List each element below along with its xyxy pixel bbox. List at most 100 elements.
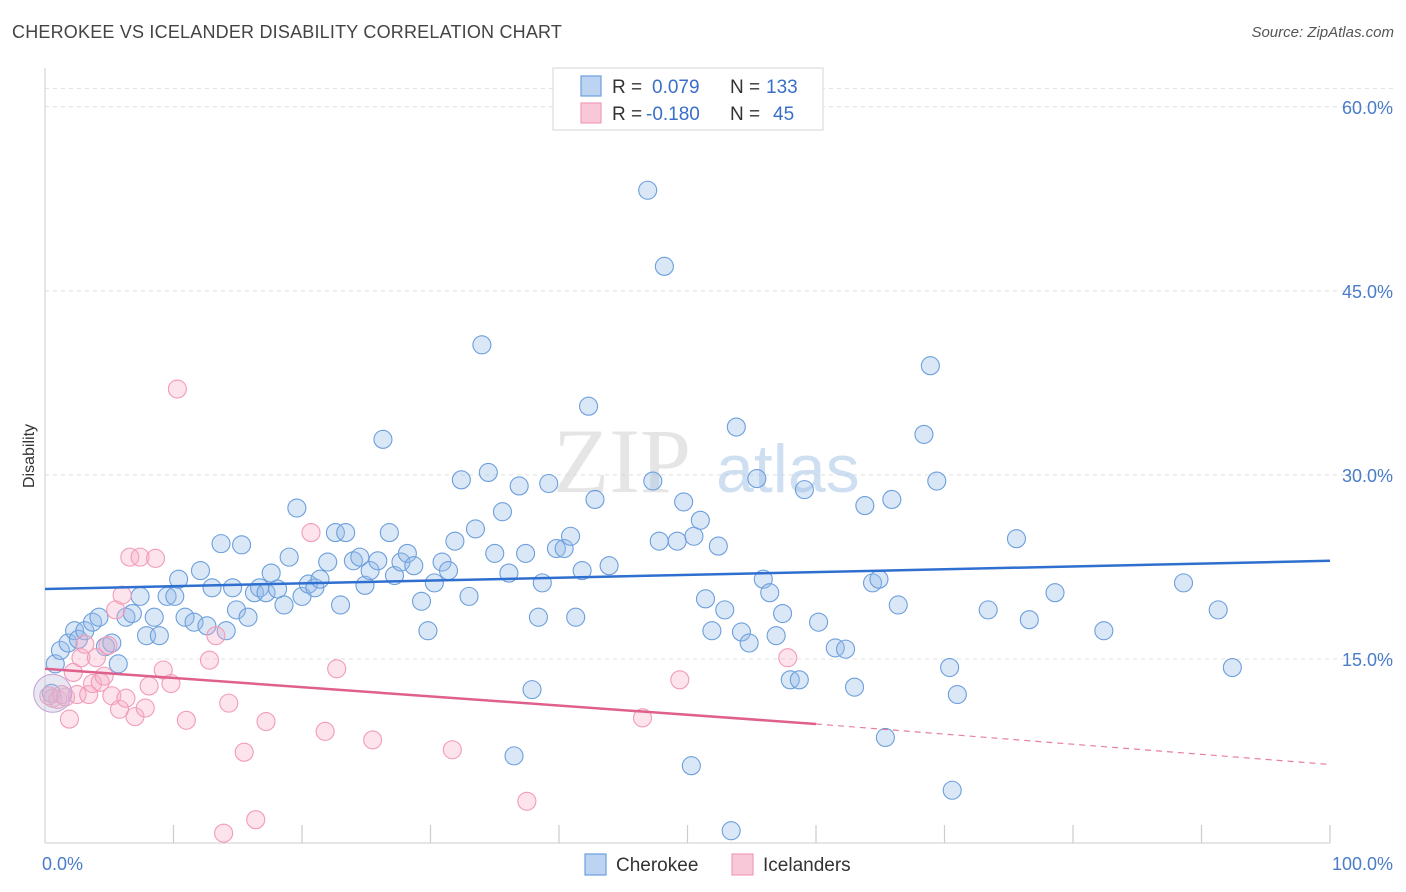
- cherokee-point-21: [175, 607, 195, 627]
- icelanders-point-18: [109, 699, 130, 719]
- icelanders-point-34: [219, 693, 239, 713]
- cherokee-point-7: [82, 612, 103, 632]
- cherokee-point-64: [445, 531, 465, 551]
- watermark-atlas: atlas: [716, 431, 860, 507]
- watermark-zip: ZIP: [553, 410, 691, 512]
- icelanders-point-15: [98, 635, 118, 656]
- cherokee-point-124: [920, 356, 940, 376]
- icelanders-point-44: [632, 708, 653, 728]
- cherokee-point-115: [836, 639, 856, 659]
- cherokee-point-105: [747, 469, 767, 489]
- icelanders-point-36: [246, 810, 266, 830]
- cherokee-point-3: [58, 633, 78, 653]
- cherokee-point-69: [478, 462, 498, 483]
- icelanders-trend-line: [44, 667, 817, 726]
- cherokee-point-131: [1094, 621, 1114, 641]
- bottom-legend-label-icelanders: Icelanders: [763, 855, 851, 876]
- legend-n-value-1: 133: [766, 77, 798, 98]
- y-tick-label-3: 60.0%: [1342, 98, 1393, 118]
- icelanders-point-32: [206, 626, 226, 646]
- cherokee-point-54: [379, 523, 399, 543]
- cherokee-point-70: [485, 543, 505, 563]
- cherokee-point-127: [978, 600, 998, 620]
- cherokee-point-97: [695, 589, 716, 609]
- cherokee-point-94: [681, 756, 701, 776]
- cherokee-point-73: [504, 746, 524, 766]
- icelanders-point-26: [145, 548, 166, 568]
- legend-r-label-1: R =: [612, 77, 642, 98]
- icelanders-point-25: [139, 676, 159, 696]
- legend-top: R = 0.079 N = 133 R = -0.180 N = 45: [552, 67, 824, 131]
- icelanders-point-45: [670, 670, 690, 690]
- icelanders-point-31: [199, 650, 220, 670]
- cherokee-point-17: [149, 626, 169, 646]
- icelanders-point-41: [363, 730, 383, 750]
- cherokee-point-57: [397, 543, 417, 563]
- cherokee-point-111: [789, 670, 809, 690]
- icelanders-trend-line-extension: [815, 723, 1331, 766]
- y-tick-label-2: 45.0%: [1342, 282, 1393, 302]
- cherokee-trend-line: [44, 559, 1331, 591]
- bottom-legend-label-cherokee: Cherokee: [616, 855, 698, 876]
- cherokee-point-66: [459, 586, 479, 606]
- legend-swatch-cherokee: [580, 75, 602, 97]
- cherokee-point-99: [708, 536, 728, 556]
- cherokee-point-84: [572, 561, 592, 581]
- cherokee-point-22: [184, 612, 204, 632]
- icelanders-point-24: [135, 698, 155, 718]
- axes: [44, 68, 1331, 844]
- cherokee-point-13: [122, 604, 142, 624]
- cherokee-point-92: [667, 531, 687, 551]
- cherokee-point-82: [561, 526, 581, 546]
- icelanders-point-5: [59, 709, 79, 729]
- icelanders-point-38: [301, 523, 321, 543]
- cherokee-point-79: [539, 473, 559, 494]
- cherokee-point-43: [310, 569, 330, 589]
- icelanders-point-37: [256, 711, 276, 732]
- cherokee-point-126: [940, 657, 960, 678]
- cherokee-point-58: [404, 556, 424, 576]
- cherokee-point-112: [794, 480, 814, 500]
- icelanders-point-33: [214, 823, 234, 843]
- cherokee-point-38: [279, 547, 299, 567]
- cherokee-point-109: [773, 604, 793, 624]
- cherokee-point-28: [223, 578, 243, 598]
- cherokee-point-81: [554, 538, 574, 559]
- icelanders-point-43: [517, 791, 537, 811]
- x-tick-label-1: 100.0%: [1332, 854, 1393, 874]
- chart-title: CHEROKEE VS ICELANDER DISABILITY CORRELA…: [12, 22, 563, 42]
- cherokee-point-130: [1045, 583, 1065, 603]
- cherokee-point-75: [516, 543, 536, 563]
- cherokee-point-83: [566, 607, 586, 627]
- trend-lines: [44, 559, 1331, 766]
- cherokee-point-30: [232, 535, 252, 555]
- legend-r-value-1: 0.079: [652, 77, 700, 98]
- cherokee-point-125: [927, 471, 947, 491]
- cherokee-point-59: [411, 591, 432, 611]
- cherokee-point-116: [844, 677, 865, 697]
- y-tick-label-1: 30.0%: [1342, 466, 1393, 486]
- cherokee-point-8: [89, 607, 109, 627]
- icelanders-point-19: [112, 585, 132, 605]
- cherokee-point-90: [649, 531, 669, 551]
- legend-bottom: Cherokee Icelanders: [584, 853, 851, 876]
- cherokee-point-25: [202, 578, 222, 598]
- cherokee-point-26: [211, 534, 231, 554]
- cherokee-point-44: [318, 552, 338, 572]
- cherokee-point-98: [702, 621, 722, 641]
- cherokee-point-120: [875, 727, 895, 748]
- cherokee-point-129: [1019, 610, 1039, 630]
- cherokee-point-2: [50, 640, 70, 660]
- cherokee-point-76: [522, 680, 542, 700]
- cherokee-point-113: [809, 612, 829, 632]
- cherokee-point-102: [726, 417, 746, 437]
- cherokee-point-103: [731, 622, 752, 642]
- cherokee-point-27: [216, 621, 236, 641]
- icelanders-point-40: [327, 659, 347, 679]
- legend-r-value-2: -0.180: [646, 104, 700, 125]
- icelanders-point-30: [176, 710, 196, 730]
- cherokee-point-123: [914, 424, 934, 444]
- series-icelanders-points: [33, 379, 798, 843]
- cherokee-point-53: [373, 429, 393, 449]
- cherokee-point-117: [855, 496, 875, 516]
